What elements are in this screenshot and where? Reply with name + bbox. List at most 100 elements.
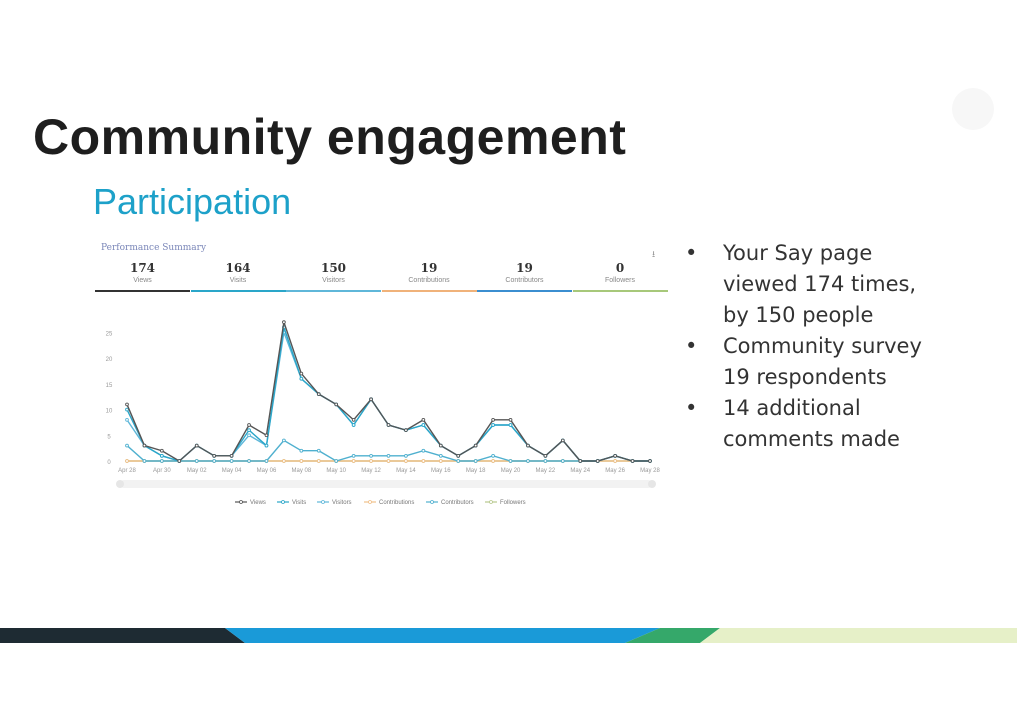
range-slider-track <box>120 480 652 488</box>
bullet-dot-icon: • <box>685 396 698 420</box>
footer-band-green <box>625 628 720 643</box>
y-tick-label: 15 <box>106 383 113 389</box>
data-point <box>125 418 129 422</box>
bullet-item: • Your Say page viewed 174 times, by 150 pe… <box>685 238 1015 331</box>
x-tick-label: May 04 <box>222 468 242 474</box>
data-point <box>229 459 234 463</box>
data-point <box>508 423 513 427</box>
legend-label: Visits <box>292 500 306 506</box>
data-point <box>282 438 286 443</box>
data-point <box>160 454 164 458</box>
series-line-visitors <box>126 329 650 462</box>
y-tick-label: 10 <box>106 409 113 415</box>
data-point <box>456 459 461 463</box>
data-point <box>369 459 373 463</box>
stat-underline <box>381 290 477 292</box>
data-point <box>491 418 495 422</box>
data-point <box>438 443 443 448</box>
footer-band <box>0 628 1017 643</box>
range-slider-handle-left <box>116 480 124 488</box>
data-point <box>595 459 600 463</box>
stat-underline <box>477 290 572 292</box>
bullet-list: • Your Say page viewed 174 times, by 150 pe… <box>685 238 1015 455</box>
data-point <box>247 433 251 438</box>
data-point <box>543 454 548 458</box>
line-chart: 0 5 10 15 20 25 Apr 28 Apr 30 May 02 May 04 May 06… <box>106 320 660 506</box>
legend-marker <box>239 500 243 504</box>
data-point <box>386 459 391 463</box>
bullet-dot-icon: • <box>685 334 698 358</box>
bullet-item: • 14 additional comments made <box>685 393 1015 455</box>
x-tick-label: May 24 <box>570 468 590 474</box>
range-slider-handle-right <box>648 480 656 488</box>
stat-visits[interactable]: 164 Visits <box>190 261 286 292</box>
bullet-text-line: by 150 people <box>723 303 874 327</box>
data-point <box>491 423 495 427</box>
x-tick-label: May 10 <box>326 468 346 474</box>
data-point <box>560 438 565 443</box>
stat-contributors[interactable]: 19 Contributors <box>477 261 572 292</box>
slide-subtitle: Participation <box>93 181 292 222</box>
bullet-text-line: 14 additional <box>723 396 861 420</box>
stat-label: Views <box>133 277 152 284</box>
data-point <box>282 459 286 463</box>
data-point <box>369 454 373 458</box>
data-point <box>543 459 548 463</box>
data-point <box>526 443 530 448</box>
data-point <box>421 423 426 427</box>
data-point <box>438 459 443 463</box>
data-point <box>247 428 251 432</box>
data-point <box>369 397 373 402</box>
stat-value: 164 <box>225 261 251 275</box>
legend-label: Followers <box>500 500 526 506</box>
x-tick-label: May 22 <box>536 468 556 474</box>
stat-contributions[interactable]: 19 Contributions <box>381 261 477 292</box>
stat-visitors[interactable]: 150 Visitors <box>286 261 381 292</box>
data-point <box>456 454 461 458</box>
data-point <box>264 443 269 448</box>
data-point <box>421 418 426 422</box>
stat-label: Followers <box>605 277 635 284</box>
data-point <box>508 418 513 422</box>
data-point <box>560 459 565 463</box>
legend-label: Views <box>250 500 266 506</box>
data-point <box>334 402 339 407</box>
x-tick-label: Apr 28 <box>118 468 136 474</box>
y-tick-label: 5 <box>107 434 111 440</box>
data-point <box>421 448 426 453</box>
legend-label: Contributors <box>441 500 474 506</box>
data-point <box>491 454 495 458</box>
data-point <box>247 459 251 463</box>
data-point <box>473 443 478 448</box>
data-point <box>526 459 530 463</box>
data-point <box>630 459 635 463</box>
panel-title: Performance Summary <box>101 243 207 253</box>
data-point <box>351 459 356 463</box>
corner-decoration <box>952 88 994 130</box>
data-point <box>142 443 147 448</box>
data-point <box>247 423 251 427</box>
data-point <box>316 459 321 463</box>
bullet-text-line: viewed 174 times, <box>723 272 917 296</box>
series-line-visits <box>126 327 650 462</box>
data-point <box>351 418 356 422</box>
data-point <box>194 459 199 463</box>
data-point <box>299 376 304 381</box>
series-line-views <box>126 321 650 462</box>
stat-followers[interactable]: 0 Followers <box>572 261 668 292</box>
y-tick-label: 0 <box>107 460 111 466</box>
data-point <box>142 459 147 463</box>
data-point <box>177 459 182 463</box>
download-icon[interactable]: ⭳ <box>652 249 656 259</box>
stat-label: Contributors <box>505 277 544 284</box>
footer-band-blue <box>225 628 660 643</box>
stat-value: 174 <box>129 261 156 275</box>
data-point <box>299 448 304 453</box>
stat-views[interactable]: 174 Views <box>95 261 190 292</box>
x-tick-label: May 18 <box>466 468 486 474</box>
bullet-item: • Community survey 19 respondents <box>685 331 1015 393</box>
data-point <box>578 459 583 463</box>
data-point <box>125 459 129 463</box>
bullet-dot-icon: • <box>685 241 698 265</box>
data-point <box>438 454 443 458</box>
